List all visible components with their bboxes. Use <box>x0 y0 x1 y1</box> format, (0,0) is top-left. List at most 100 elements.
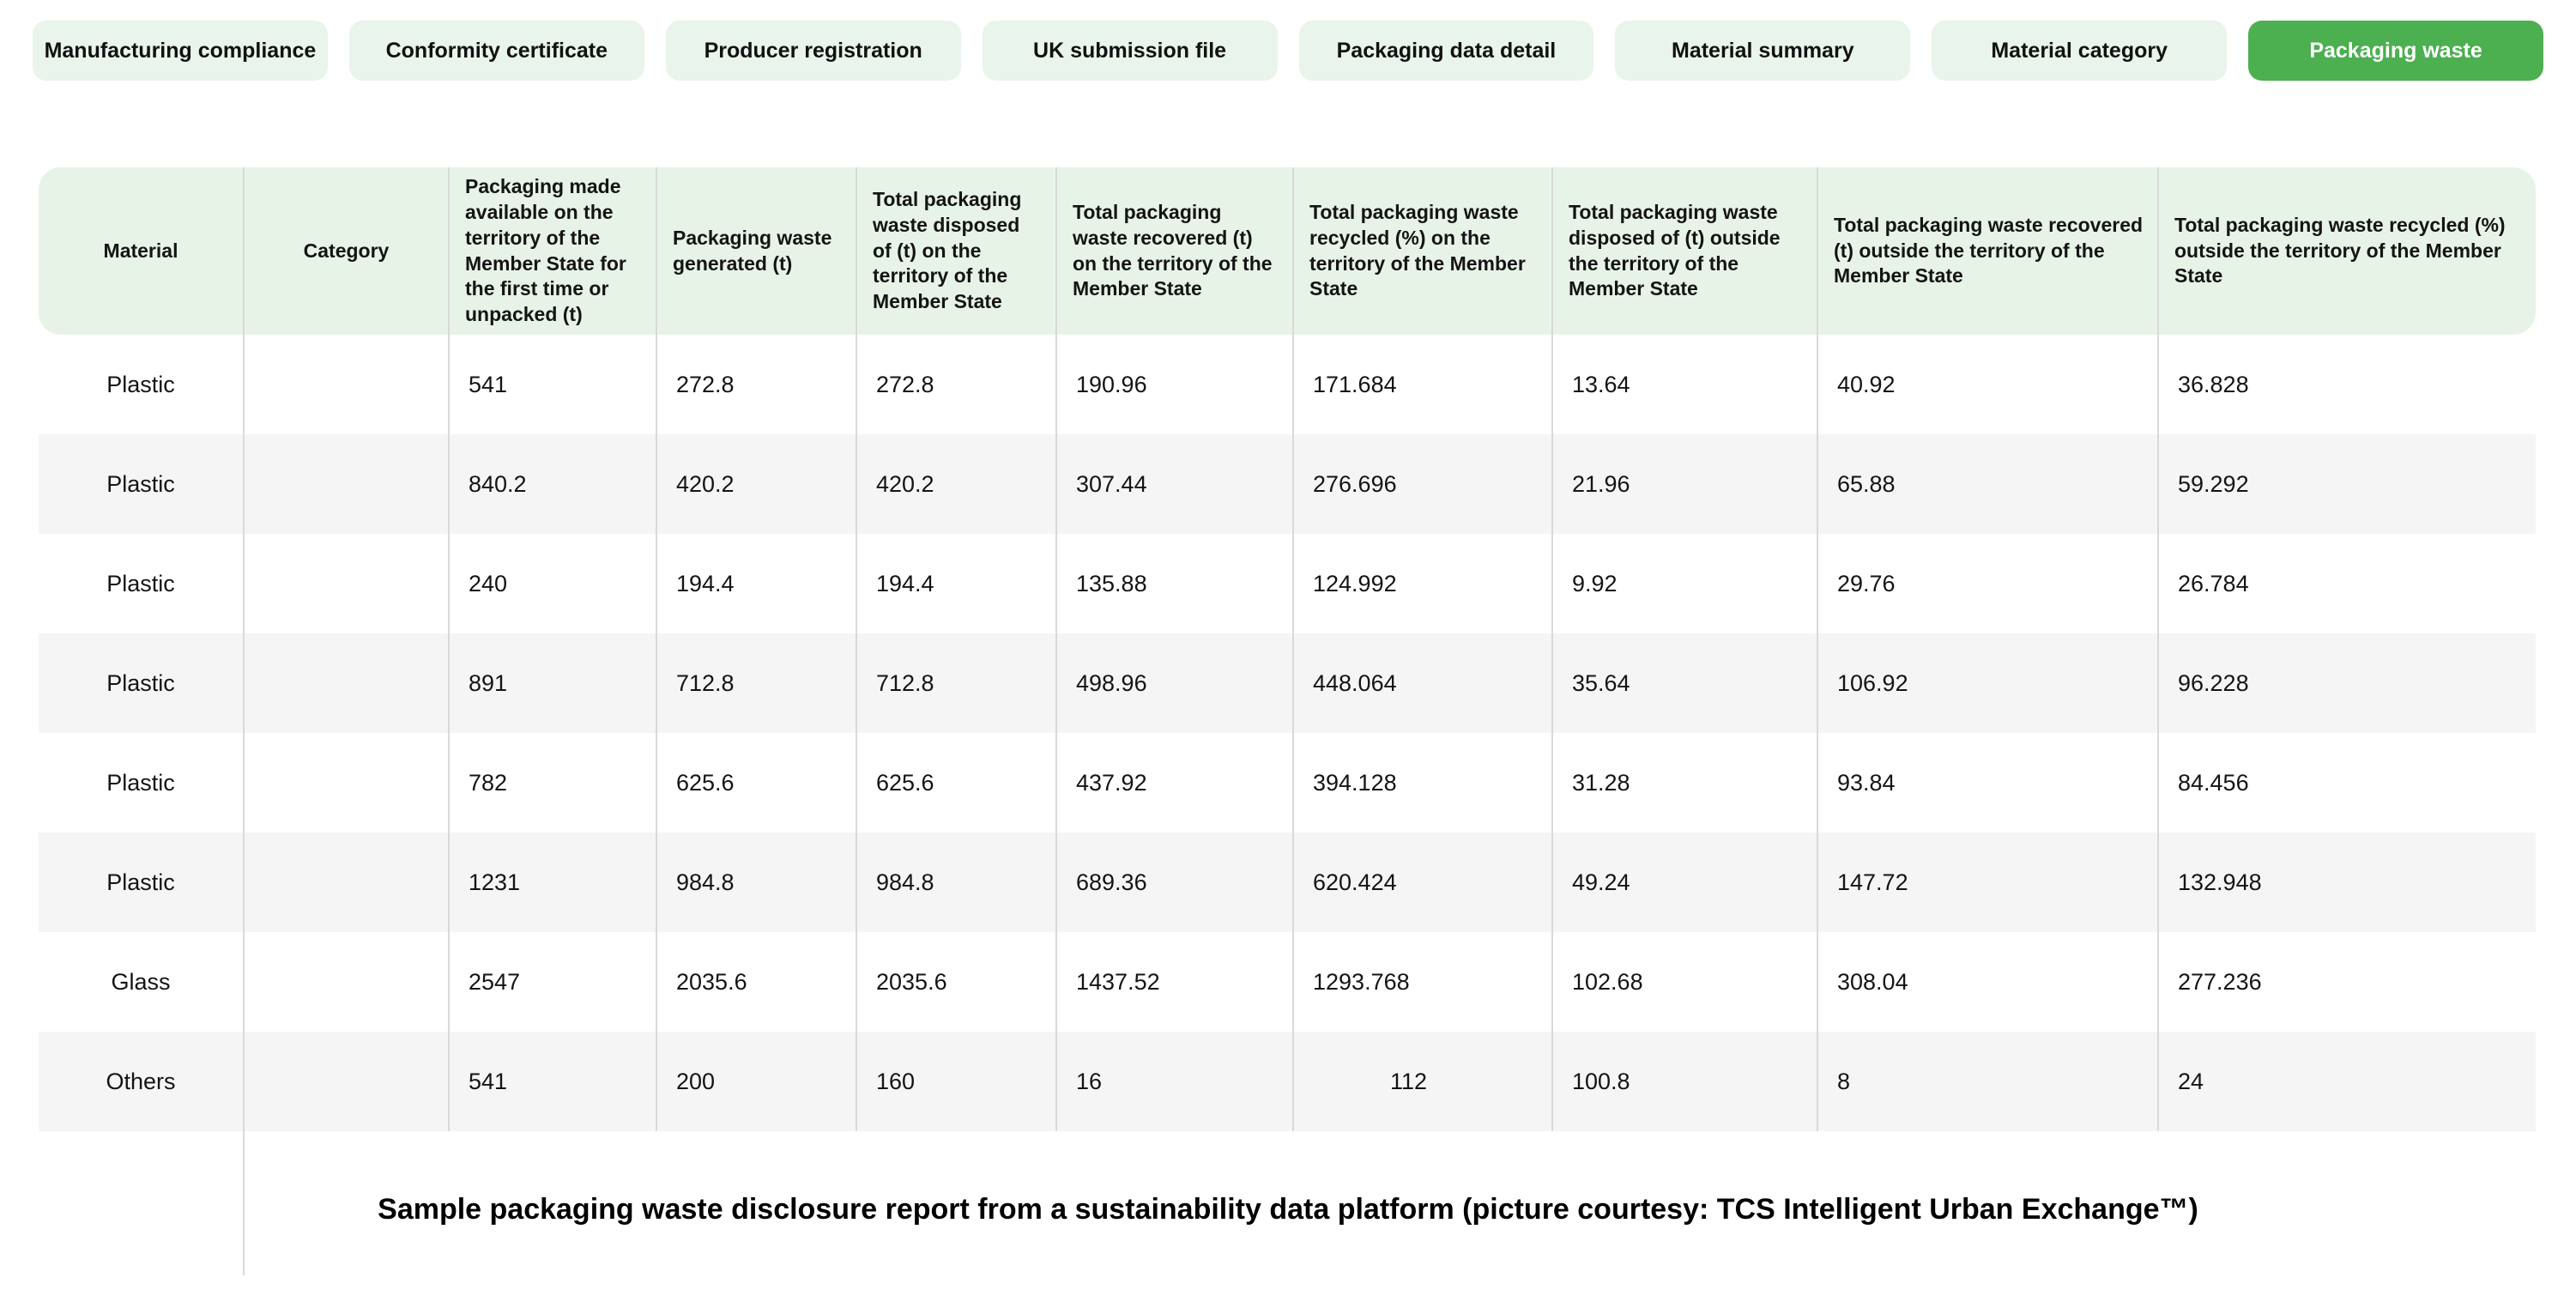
column-header-5: Total packaging waste disposed of (t) on… <box>856 167 1055 335</box>
table-cell: 36.828 <box>2157 335 2536 434</box>
table-cell: Glass <box>111 968 171 995</box>
table-cell: 200 <box>656 1032 856 1131</box>
table-cell: 277.236 <box>2157 932 2536 1032</box>
table-cell: 498.96 <box>1055 633 1292 733</box>
table-cell: 394.128 <box>1292 733 1551 833</box>
table-cell: Plastic <box>106 371 175 397</box>
table-cell: 13.64 <box>1551 335 1817 434</box>
tab-bar: Manufacturing compliance Conformity certi… <box>33 21 2543 81</box>
table-cell: 2035.6 <box>656 932 856 1032</box>
table-cell: 984.8 <box>856 833 1055 932</box>
table-cell: 194.4 <box>856 534 1055 633</box>
table-cell: 2035.6 <box>856 932 1055 1032</box>
table-cell: 625.6 <box>856 733 1055 833</box>
table-row: Plastic 240 194.4 194.4 135.88 124.992 9.92 29.… <box>39 534 2536 633</box>
column-divider-line <box>243 1131 245 1275</box>
table-cell: 891 <box>448 633 656 733</box>
tab-manufacturing-compliance[interactable]: Manufacturing compliance <box>33 21 328 81</box>
table-row: Plastic 840.2 420.2 420.2 307.44 276.696 21.96… <box>39 434 2536 534</box>
table-cell: 984.8 <box>656 833 856 932</box>
table-row: Plastic 891 712.8 712.8 498.96 448.064 35.64 10… <box>39 633 2536 733</box>
table-cell: Others <box>106 1068 176 1094</box>
table-cell <box>243 633 448 733</box>
column-header-10: Total packaging waste recycled (%) outsi… <box>2157 167 2536 335</box>
table-cell: 29.76 <box>1817 534 2157 633</box>
table-cell: 93.84 <box>1817 733 2157 833</box>
column-header-4: Packaging waste generated (t) <box>656 167 856 335</box>
table-cell: 21.96 <box>1551 434 1817 534</box>
table-cell: 2547 <box>448 932 656 1032</box>
table-cell: 84.456 <box>2157 733 2536 833</box>
column-header-3: Packaging made available on the territor… <box>448 167 656 335</box>
tab-uk-submission-file[interactable]: UK submission file <box>982 21 1278 81</box>
table-header-row: Material Category Packaging made available… <box>39 167 2536 335</box>
table-cell: 135.88 <box>1055 534 1292 633</box>
caption: Sample packaging waste disclosure report… <box>378 1193 2198 1226</box>
table-cell: 26.784 <box>2157 534 2536 633</box>
table-cell: 1293.768 <box>1292 932 1551 1032</box>
table-cell: 420.2 <box>656 434 856 534</box>
table-cell: 16 <box>1055 1032 1292 1131</box>
table-cell: 276.696 <box>1292 434 1551 534</box>
table-cell: 8 <box>1817 1032 2157 1131</box>
table-cell: 106.92 <box>1817 633 2157 733</box>
table-row: Plastic 541 272.8 272.8 190.96 171.684 13.64 40… <box>39 335 2536 434</box>
table-cell: 782 <box>448 733 656 833</box>
table-cell: 31.28 <box>1551 733 1817 833</box>
footer: Sample packaging waste disclosure report… <box>0 1131 2576 1293</box>
column-header-2: Category <box>243 167 448 335</box>
table-cell: 1231 <box>448 833 656 932</box>
table-cell <box>243 932 448 1032</box>
table-cell: 147.72 <box>1817 833 2157 932</box>
table-cell: Plastic <box>106 769 175 796</box>
table-cell: 49.24 <box>1551 833 1817 932</box>
table-cell: Plastic <box>106 470 175 497</box>
table-cell: 100.8 <box>1551 1032 1817 1131</box>
tab-conformity-certificate[interactable]: Conformity certificate <box>348 21 644 81</box>
table-cell: 307.44 <box>1055 434 1292 534</box>
table-cell: 437.92 <box>1055 733 1292 833</box>
table-cell: 712.8 <box>656 633 856 733</box>
column-header-7: Total packaging waste recycled (%) on th… <box>1292 167 1551 335</box>
table-row: Glass 2547 2035.6 2035.6 1437.52 1293.768 102.… <box>39 932 2536 1032</box>
table-cell <box>243 833 448 932</box>
table-cell: 240 <box>448 534 656 633</box>
table-cell: 272.8 <box>856 335 1055 434</box>
table-cell: 840.2 <box>448 434 656 534</box>
table-cell: 65.88 <box>1817 434 2157 534</box>
table-cell: 620.424 <box>1292 833 1551 932</box>
table-row: Plastic 1231 984.8 984.8 689.36 620.424 49.24 1… <box>39 833 2536 932</box>
column-header-6: Total packaging waste recovered (t) on t… <box>1055 167 1292 335</box>
table-cell: 35.64 <box>1551 633 1817 733</box>
table-row: Others 541 200 160 16 112 100.8 8 24 <box>39 1032 2536 1131</box>
table-cell: Plastic <box>106 669 175 696</box>
table-cell: 96.228 <box>2157 633 2536 733</box>
table-cell: 40.92 <box>1817 335 2157 434</box>
tab-material-summary[interactable]: Material summary <box>1615 21 1911 81</box>
tab-packaging-data-detail[interactable]: Packaging data detail <box>1298 21 1594 81</box>
table-cell <box>243 335 448 434</box>
tab-producer-registration[interactable]: Producer registration <box>665 21 961 81</box>
table-cell <box>243 733 448 833</box>
table-cell: 24 <box>2157 1032 2536 1131</box>
tab-material-category[interactable]: Material category <box>1932 21 2228 81</box>
table-cell <box>243 1032 448 1131</box>
table-cell: Plastic <box>106 869 175 895</box>
table-cell: 194.4 <box>656 534 856 633</box>
table-cell: 448.064 <box>1292 633 1551 733</box>
tab-packaging-waste[interactable]: Packaging waste <box>2248 21 2543 81</box>
table-cell: 9.92 <box>1551 534 1817 633</box>
packaging-waste-table: Material Category Packaging made available… <box>39 167 2536 1131</box>
table-cell: 625.6 <box>656 733 856 833</box>
table-cell: 420.2 <box>856 434 1055 534</box>
table-cell: 272.8 <box>656 335 856 434</box>
table-cell: 712.8 <box>856 633 1055 733</box>
table-cell: 1437.52 <box>1055 932 1292 1032</box>
table-cell: 160 <box>856 1032 1055 1131</box>
table-cell: 689.36 <box>1055 833 1292 932</box>
table-cell <box>243 534 448 633</box>
table-cell: 308.04 <box>1817 932 2157 1032</box>
table-cell: 132.948 <box>2157 833 2536 932</box>
table-cell: 171.684 <box>1292 335 1551 434</box>
table-cell: 112 <box>1292 1032 1551 1131</box>
